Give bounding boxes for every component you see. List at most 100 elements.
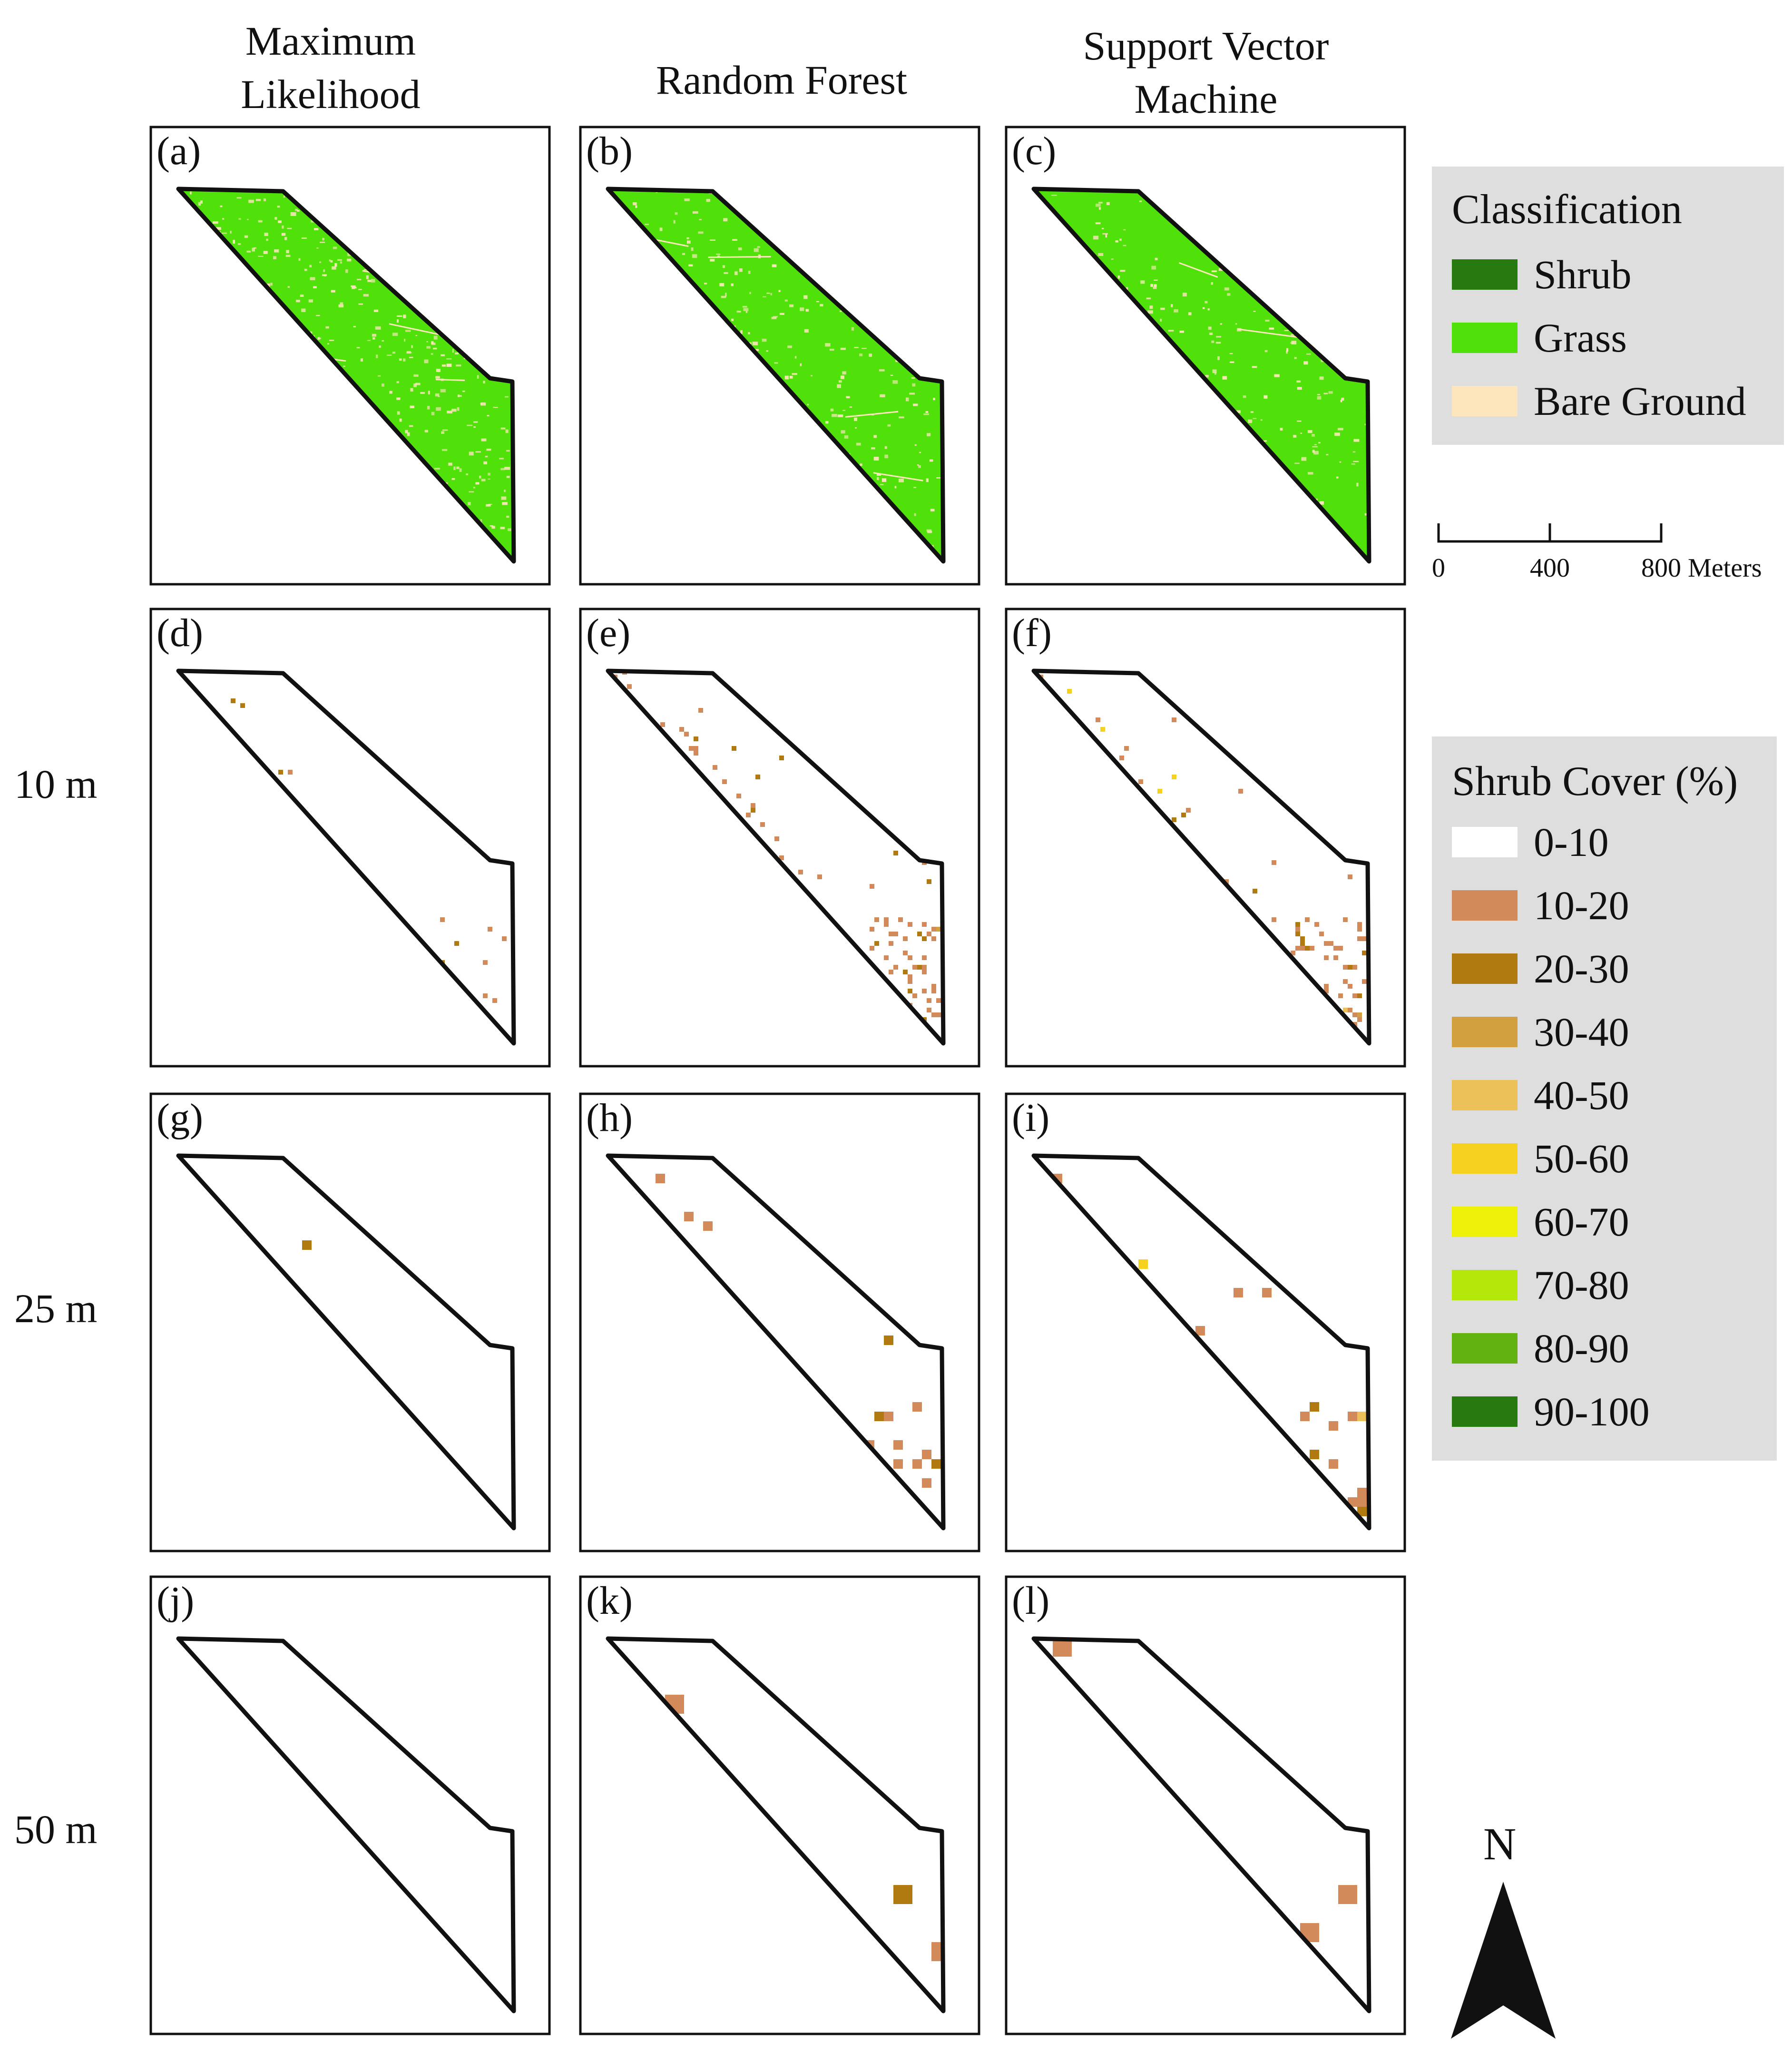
shrub-cover-legend-swatch <box>1452 953 1518 984</box>
bare-ground-patch <box>1317 396 1322 400</box>
bare-ground-patch <box>927 433 931 436</box>
shrub-cover-legend-swatch <box>1452 827 1518 857</box>
shrub-cover-cell <box>936 1012 941 1017</box>
bare-ground-patch <box>925 411 929 413</box>
shrub-cover-cell <box>1295 922 1300 927</box>
bare-ground-patch <box>410 405 414 408</box>
shrub-cover-cell <box>1338 993 1343 998</box>
shrub-cover-cell <box>922 1450 931 1459</box>
bare-ground-patch <box>466 473 469 475</box>
bare-ground-patch <box>297 210 300 212</box>
bare-ground-patch <box>266 238 268 241</box>
study-area-outline <box>606 1153 946 1531</box>
shrub-cover-legend-swatch <box>1452 1017 1518 1047</box>
bare-ground-patch <box>691 247 694 251</box>
bare-ground-patch <box>1323 393 1328 394</box>
bare-ground-patch <box>278 220 282 223</box>
bare-ground-patch <box>452 349 454 353</box>
bare-ground-patch <box>389 391 392 394</box>
shrub-cover-cell <box>736 794 741 798</box>
shrub-cover-cell <box>936 998 941 1003</box>
bare-ground-patch <box>1107 202 1110 205</box>
bare-ground-patch <box>1150 284 1153 287</box>
shrub-cover-cell <box>922 1478 931 1488</box>
map-layer <box>656 1174 941 1488</box>
bare-ground-patch <box>1252 366 1257 368</box>
shrub-cover-legend-label: 60-70 <box>1534 1199 1629 1245</box>
shrub-cover-cell <box>751 808 755 813</box>
bare-ground-patch <box>441 354 445 356</box>
bare-ground-patch <box>1235 410 1241 413</box>
bare-ground-patch <box>399 358 402 361</box>
shrub-cover-cell <box>755 775 760 779</box>
bare-ground-patch <box>357 279 362 281</box>
shrub-cover-cell <box>1352 965 1357 970</box>
bare-ground-patch <box>340 302 343 305</box>
bare-ground-patch <box>467 424 473 426</box>
map-panel-j: (j) <box>149 1575 551 2035</box>
bare-ground-patch <box>481 438 487 442</box>
bare-ground-patch <box>911 377 915 379</box>
shrub-cover-cell <box>1362 936 1367 941</box>
bare-ground-patch <box>1334 432 1340 436</box>
bare-ground-patch <box>1211 282 1213 285</box>
bare-ground-patch <box>754 248 759 252</box>
bare-ground-patch <box>842 410 845 411</box>
bare-ground-patch <box>499 458 504 460</box>
shrub-cover-cell <box>908 974 912 979</box>
shrub-cover-cell <box>1333 955 1338 960</box>
bare-ground-patch <box>892 380 898 384</box>
bare-ground-patch <box>789 376 793 379</box>
shrub-cover-cell <box>1272 860 1276 865</box>
bare-ground-patch <box>1294 357 1297 359</box>
shrub-cover-cell <box>798 870 803 874</box>
shrub-cover-cell <box>1186 808 1191 813</box>
bare-ground-patch <box>930 509 935 511</box>
bare-ground-patch <box>1207 308 1210 311</box>
shrub-cover-cell <box>774 836 779 841</box>
shrub-cover-legend-swatch <box>1452 1396 1518 1427</box>
shrub-cover-cell <box>231 698 235 703</box>
bare-ground-patch <box>330 260 333 263</box>
column-header-line: Maximum <box>245 18 416 64</box>
bare-ground-patch <box>453 466 456 470</box>
bare-ground-patch <box>347 258 352 262</box>
bare-ground-patch <box>493 407 498 408</box>
shrub-cover-cell <box>1357 927 1362 932</box>
shrub-cover-cell <box>903 936 908 941</box>
panel-frame <box>149 1092 551 1552</box>
bare-ground-patch <box>215 227 221 230</box>
bare-ground-patch <box>688 264 693 266</box>
bare-ground-patch <box>1336 476 1339 479</box>
bare-ground-trail <box>845 411 899 418</box>
shrub-cover-cell <box>1329 1459 1338 1469</box>
bare-ground-patch <box>710 259 715 262</box>
bare-ground-patch <box>387 354 392 356</box>
bare-ground-patch <box>286 250 289 254</box>
shrub-cover-cell <box>1138 779 1143 784</box>
shrub-cover-cell <box>1300 941 1305 946</box>
bare-ground-patch <box>413 374 419 377</box>
map-panel-k: (k) <box>579 1575 980 2035</box>
bare-ground-patch <box>501 496 507 500</box>
bare-ground-patch <box>1123 245 1126 246</box>
bare-ground-patch <box>723 218 728 222</box>
bare-ground-patch <box>244 235 248 238</box>
bare-ground-patch <box>876 473 881 476</box>
shrub-cover-cell <box>488 927 492 932</box>
panel-label: (l) <box>1012 1579 1049 1623</box>
bare-ground-patch <box>456 364 461 367</box>
shrub-cover-cell <box>1195 1326 1205 1336</box>
bare-ground-patch <box>295 208 298 211</box>
shrub-cover-legend-label: 40-50 <box>1534 1072 1629 1118</box>
shrub-cover-cell <box>931 989 936 993</box>
bare-ground-patch <box>774 362 778 364</box>
shrub-cover-cell <box>931 984 936 989</box>
bare-ground-patch <box>675 212 678 215</box>
bare-ground-patch <box>375 326 381 330</box>
bare-ground-patch <box>343 365 345 367</box>
bare-ground-patch <box>752 342 758 345</box>
bare-ground-patch <box>1328 391 1333 394</box>
bare-ground-patch <box>906 397 909 402</box>
bare-ground-patch <box>238 243 241 245</box>
